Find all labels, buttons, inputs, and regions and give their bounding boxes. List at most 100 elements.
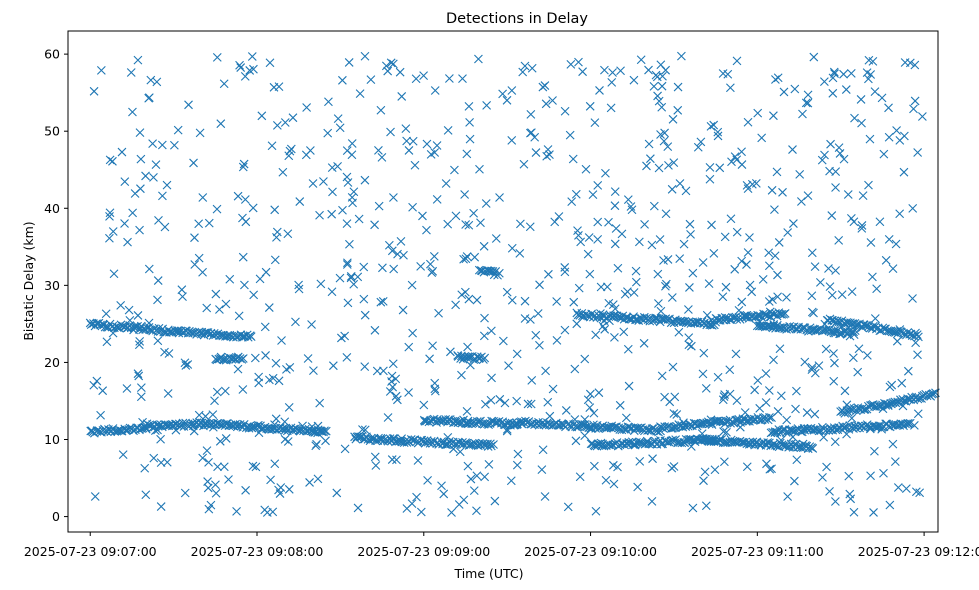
scatter-point [96, 320, 105, 330]
scatter-point [436, 437, 446, 447]
scatter-point [834, 317, 844, 327]
scatter-point [596, 282, 606, 292]
scatter-point [360, 175, 370, 185]
scatter-point [288, 113, 298, 123]
scatter-point [457, 370, 466, 380]
scatter-point [275, 489, 285, 498]
scatter-point [283, 437, 293, 446]
scatter-point [376, 105, 386, 115]
scatter-point [264, 375, 274, 385]
scatter-point [895, 209, 905, 219]
scatter-point [728, 312, 737, 322]
scatter-point [571, 189, 581, 199]
scatter-point [401, 124, 411, 134]
scatter-point [125, 423, 135, 433]
scatter-point [376, 297, 386, 307]
scatter-point [486, 395, 496, 405]
scatter-point [506, 476, 516, 486]
scatter-point [264, 303, 274, 312]
scatter-point [913, 409, 923, 419]
scatter-point [624, 381, 634, 391]
scatter-point [158, 191, 167, 201]
scatter-point [203, 483, 213, 493]
scatter-point [360, 362, 370, 372]
scatter-point [699, 348, 709, 358]
scatter-point [302, 103, 312, 112]
scatter-point [437, 481, 446, 491]
scatter-point [446, 347, 455, 357]
scatter-point [663, 142, 673, 152]
scatter-point [839, 69, 848, 79]
scatter-point [333, 114, 343, 124]
scatter-point [180, 488, 190, 498]
scatter-point [554, 212, 564, 221]
scatter-point [116, 300, 126, 310]
scatter-point [742, 462, 752, 472]
scatter-point [677, 51, 686, 61]
scatter-point [370, 220, 379, 230]
scatter-point [831, 266, 840, 275]
scatter-point [268, 507, 278, 517]
scatter-point [402, 438, 412, 447]
scatter-point [720, 390, 730, 399]
scatter-point [135, 128, 145, 137]
scatter-point [354, 432, 363, 441]
scatter-point [847, 413, 857, 423]
scatter-point [674, 327, 684, 337]
scatter-point [389, 193, 398, 202]
scatter-point [165, 327, 174, 337]
scatter-point [810, 368, 820, 378]
scatter-point [134, 371, 144, 381]
scatter-point [727, 157, 736, 167]
scatter-point [507, 243, 517, 253]
scatter-point [538, 82, 548, 92]
scatter-point [454, 500, 464, 509]
scatter-point [178, 418, 188, 428]
scatter-point [406, 435, 416, 444]
scatter-point [585, 403, 595, 413]
scatter-point [321, 426, 331, 436]
scatter-point [121, 425, 130, 435]
scatter-point [877, 93, 887, 103]
scatter-point [354, 214, 364, 224]
scatter-point [608, 68, 617, 77]
scatter-point [667, 293, 677, 302]
scatter-point [698, 369, 708, 379]
scatter-point [430, 384, 440, 394]
scatter-point [633, 423, 643, 433]
scatter-point [527, 63, 537, 73]
scatter-point [629, 75, 639, 85]
scatter-point [631, 277, 641, 287]
scatter-point [560, 106, 570, 116]
scatter-point [667, 184, 677, 194]
scatter-point [254, 372, 264, 382]
scatter-point [206, 500, 216, 510]
scatter-point [884, 132, 894, 142]
scatter-point [866, 471, 875, 481]
scatter-point [732, 396, 742, 405]
scatter-point [581, 164, 591, 174]
scatter-point [844, 471, 854, 481]
scatter-point [198, 267, 207, 277]
scatter-point [895, 136, 905, 145]
scatter-point [236, 63, 246, 72]
scatter-point [227, 355, 237, 364]
scatter-point [472, 295, 482, 305]
scatter-point [385, 387, 395, 396]
y-tick-label: 20 [44, 355, 60, 370]
scatter-point [480, 313, 489, 323]
scatter-point [659, 136, 669, 146]
scatter-point [498, 336, 508, 346]
scatter-point [913, 394, 923, 404]
scatter-point [345, 239, 354, 249]
scatter-point [422, 139, 432, 149]
scatter-point [465, 117, 474, 127]
x-axis: 2025-07-23 09:07:00 2025-07-23 09:08:00 20… [24, 532, 979, 559]
scatter-point [412, 492, 421, 502]
scatter-point [340, 444, 350, 454]
scatter-point [408, 328, 418, 338]
scatter-point [679, 239, 689, 249]
scatter-point [426, 259, 435, 269]
scatter-point [747, 287, 757, 297]
scatter-point [418, 211, 427, 221]
